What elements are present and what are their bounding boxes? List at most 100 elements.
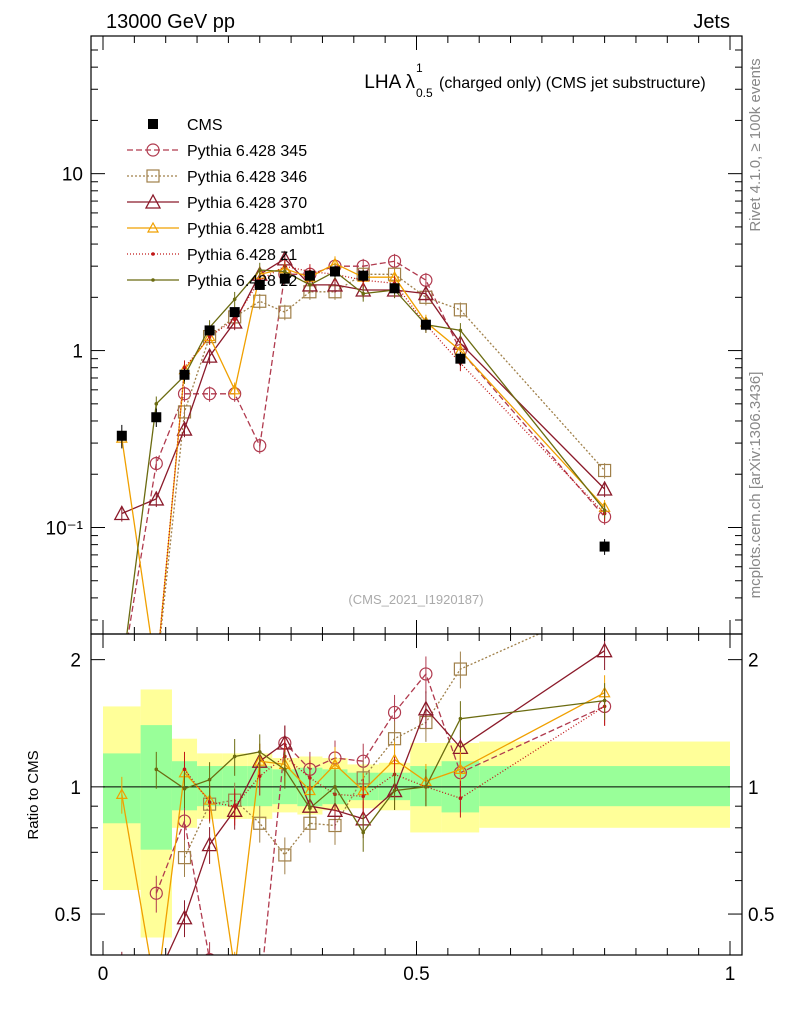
main-point-CMS [279,273,290,284]
ratio-point-z2 [182,786,187,791]
main-point-p370 [148,490,165,506]
ratio-ytick-label-right: 1 [748,778,759,799]
legend-marker-ambt1 [146,221,160,233]
ratio-point-z1 [458,796,463,801]
xtick-label: 1 [725,964,736,985]
main-series-p345 [127,253,612,634]
ratio-point-z1 [257,774,262,778]
main-point-z1 [182,365,187,370]
main-point-CMS [254,279,265,290]
ratio-point-p345 [419,667,433,681]
main-point-z2 [283,269,287,274]
ratio-point-z2 [458,716,463,721]
main-point-p370 [176,420,193,436]
ratio-point-z2 [333,785,337,789]
ratio-ytick-label: 1 [70,778,81,799]
band-inner [479,766,730,807]
ratio-point-z2 [308,806,312,811]
main-point-p345 [202,387,217,401]
main-point-p370 [417,285,434,301]
main-point-p370 [596,480,613,496]
ratio-point-z2 [392,788,397,793]
legend-marker-p346 [146,169,160,183]
plot-title-sup: 1 [416,61,423,75]
main-point-CMS [304,270,315,281]
rivet-label: Rivet 4.1.0, ≥ 100k events [747,58,764,231]
ratio-line-p346 [183,634,541,858]
main-point-p370 [113,505,130,521]
ratio-series-layer [115,634,613,955]
legend-marker-z1 [151,252,155,256]
ratio-point-ambt1 [115,788,128,799]
main-point-z2 [361,291,366,296]
ratio-point-z2 [232,754,237,759]
ratio-ylabel: Ratio to CMS [25,750,42,839]
main-point-CMS [455,353,466,364]
ratio-line-p345 [155,672,605,955]
ratio-ytick-label: 0.5 [55,905,81,926]
legend-marker-p370 [144,193,162,209]
main-point-z2 [154,402,159,406]
mcplots-label: mcplots.cern.ch [arXiv:1306.3436] [747,372,764,599]
legend-label-CMS: CMS [187,117,223,134]
main-point-p345 [149,456,163,471]
main-point-CMS [329,266,340,277]
main-point-p346 [278,305,292,319]
main-point-p345 [253,439,267,453]
ratio-line-p370 [166,650,605,955]
legend-label-ambt1: Pythia 6.428 ambt1 [187,221,325,238]
axes-layer: 10⁻¹ 1 10 0.5 0.5 1 1 2 2 0 0.5 1 [46,35,774,985]
ratio-point-p346 [453,662,467,676]
legend-label-p370: Pythia 6.428 370 [187,195,307,212]
ratio-point-p345 [204,953,215,955]
ratio-point-p346 [278,848,292,862]
main-point-CMS [116,430,127,441]
main-line-z1 [159,265,606,634]
main-series-p346 [159,266,612,634]
main-point-z1 [207,334,212,339]
main-point-CMS [358,270,369,281]
ratio-point-p370 [596,642,613,658]
ratio-point-z2 [207,777,212,782]
main-point-CMS [229,307,240,318]
ratio-point-p370 [201,836,218,852]
plot-title: LHA λ [364,72,415,93]
main-point-z2 [232,297,237,302]
main-point-p370 [201,347,218,363]
ratio-ytick-label: 2 [70,651,81,672]
legend-label-z1: Pythia 6.428 z1 [187,247,297,264]
ratio-point-z1 [232,804,237,808]
legend-label-p346: Pythia 6.428 346 [187,169,307,186]
main-point-z2 [602,508,607,513]
main-series-z2 [126,262,607,634]
main-line-ambt1 [121,262,606,634]
legend: CMS Pythia 6.428 345 Pythia 6.428 346 Pythi… [127,117,325,290]
ratio-point-z2 [361,830,366,835]
main-point-CMS [389,283,400,294]
ratio-point-ambt1 [454,763,467,774]
ratio-point-z2 [424,785,428,789]
main-point-p346 [453,303,467,317]
plot-title-sub: 0.5 [416,86,433,100]
ratio-point-z2 [257,750,262,754]
header-right: Jets [693,11,730,33]
ratio-point-z2 [283,767,287,772]
analysis-watermark: (CMS_2021_I1920187) [348,592,483,607]
ratio-point-p370 [326,801,344,817]
main-point-CMS [204,325,215,336]
legend-label-p345: Pythia 6.428 345 [187,143,307,160]
plot-title-suffix: (charged only) (CMS jet substructure) [439,75,706,92]
main-series-ambt1 [115,256,611,634]
main-point-CMS [599,541,610,552]
ratio-ytick-label-right: 0.5 [748,905,774,926]
main-point-p370 [326,276,344,292]
header-left: 13000 GeV pp [106,11,235,33]
main-point-z2 [257,268,262,272]
main-point-p346 [597,463,612,478]
main-line-p346 [159,273,606,634]
legend-label-z2: Pythia 6.428 z2 [187,273,297,290]
main-point-CMS [151,412,162,423]
ratio-uncertainty-bands [103,689,730,938]
main-ytick-label: 1 [72,342,83,363]
